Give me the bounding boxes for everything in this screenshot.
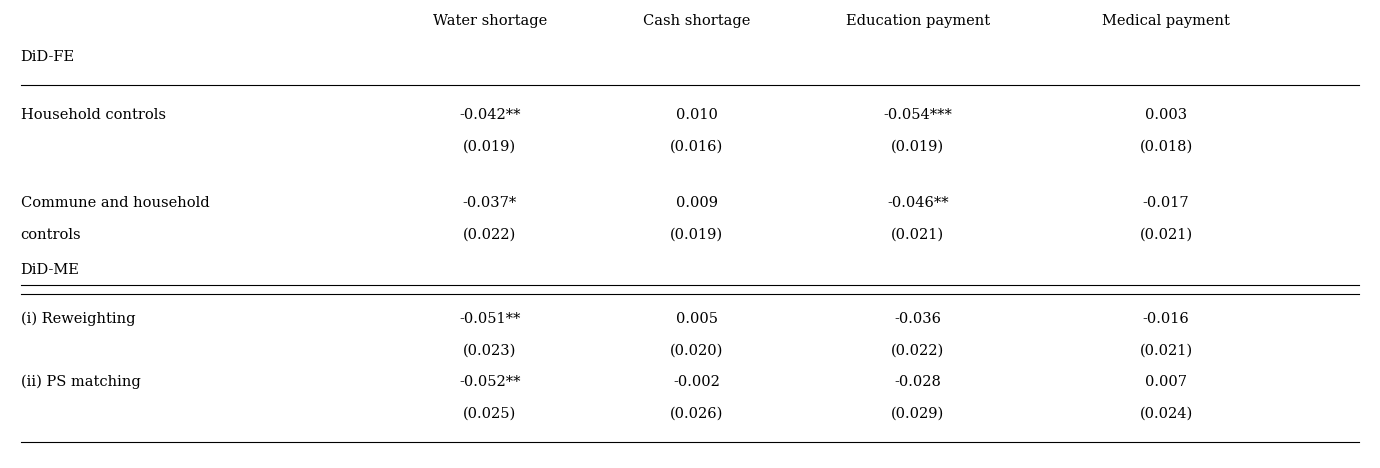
Text: 0.003: 0.003 xyxy=(1145,108,1187,122)
Text: (0.026): (0.026) xyxy=(671,407,723,421)
Text: -0.051**: -0.051** xyxy=(460,312,520,326)
Text: (0.021): (0.021) xyxy=(1140,344,1192,358)
Text: (0.020): (0.020) xyxy=(671,344,723,358)
Text: Cash shortage: Cash shortage xyxy=(643,14,751,28)
Text: Medical payment: Medical payment xyxy=(1103,14,1230,28)
Text: 0.007: 0.007 xyxy=(1145,375,1187,389)
Text: (0.018): (0.018) xyxy=(1140,140,1192,154)
Text: (0.021): (0.021) xyxy=(1140,228,1192,242)
Text: controls: controls xyxy=(21,228,81,242)
Text: Commune and household: Commune and household xyxy=(21,196,210,210)
Text: (ii) PS matching: (ii) PS matching xyxy=(21,375,141,389)
Text: (0.019): (0.019) xyxy=(891,140,944,154)
Text: (0.025): (0.025) xyxy=(464,407,516,421)
Text: (0.016): (0.016) xyxy=(671,140,723,154)
Text: 0.010: 0.010 xyxy=(676,108,718,122)
Text: (0.019): (0.019) xyxy=(464,140,516,154)
Text: 0.009: 0.009 xyxy=(676,196,718,210)
Text: -0.017: -0.017 xyxy=(1143,196,1190,210)
Text: Education payment: Education payment xyxy=(846,14,989,28)
Text: (0.029): (0.029) xyxy=(891,407,944,421)
Text: (0.021): (0.021) xyxy=(891,228,944,242)
Text: (0.019): (0.019) xyxy=(671,228,723,242)
Text: -0.052**: -0.052** xyxy=(460,375,520,389)
Text: -0.016: -0.016 xyxy=(1143,312,1190,326)
Text: DiD-ME: DiD-ME xyxy=(21,263,80,277)
Text: -0.054***: -0.054*** xyxy=(883,108,952,122)
Text: (0.022): (0.022) xyxy=(891,344,944,358)
Text: -0.036: -0.036 xyxy=(894,312,941,326)
Text: 0.005: 0.005 xyxy=(676,312,718,326)
Text: (0.024): (0.024) xyxy=(1140,407,1192,421)
Text: -0.028: -0.028 xyxy=(894,375,941,389)
Text: DiD-FE: DiD-FE xyxy=(21,50,75,64)
Text: -0.046**: -0.046** xyxy=(887,196,948,210)
Text: Water shortage: Water shortage xyxy=(433,14,546,28)
Text: (0.022): (0.022) xyxy=(464,228,516,242)
Text: (0.023): (0.023) xyxy=(464,344,516,358)
Text: -0.042**: -0.042** xyxy=(460,108,520,122)
Text: (i) Reweighting: (i) Reweighting xyxy=(21,312,135,326)
Text: -0.037*: -0.037* xyxy=(462,196,518,210)
Text: -0.002: -0.002 xyxy=(673,375,720,389)
Text: Household controls: Household controls xyxy=(21,108,166,122)
